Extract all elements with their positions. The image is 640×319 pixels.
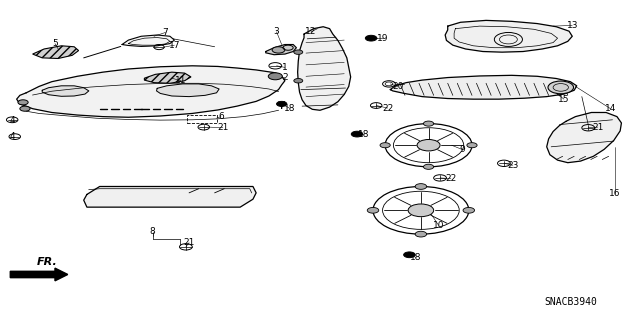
Text: 8: 8	[150, 227, 156, 236]
Polygon shape	[445, 20, 572, 52]
Polygon shape	[145, 72, 191, 83]
Text: 19: 19	[377, 34, 388, 43]
Text: 3: 3	[274, 27, 280, 36]
Circle shape	[463, 207, 474, 213]
Text: 7: 7	[163, 28, 168, 37]
Text: 20: 20	[392, 82, 404, 91]
Text: 23: 23	[507, 161, 518, 170]
Text: 12: 12	[305, 27, 317, 36]
Text: SNACB3940: SNACB3940	[544, 297, 596, 308]
Text: 16: 16	[609, 189, 621, 198]
Text: 11: 11	[175, 76, 186, 85]
Circle shape	[272, 47, 285, 53]
Text: FR.: FR.	[36, 257, 57, 267]
Text: 9: 9	[459, 145, 465, 154]
Circle shape	[424, 164, 434, 169]
Circle shape	[276, 101, 287, 107]
Polygon shape	[17, 66, 285, 117]
Text: 22: 22	[445, 174, 456, 183]
Circle shape	[424, 121, 434, 126]
Circle shape	[467, 143, 477, 148]
Polygon shape	[266, 45, 296, 55]
Text: 5: 5	[52, 39, 58, 48]
Text: 15: 15	[558, 95, 570, 104]
Circle shape	[294, 50, 303, 54]
Text: 18: 18	[410, 253, 422, 262]
Text: 4: 4	[10, 116, 15, 125]
Text: 10: 10	[433, 221, 445, 230]
Circle shape	[404, 252, 415, 258]
Circle shape	[367, 207, 379, 213]
Text: 22: 22	[382, 104, 394, 113]
Polygon shape	[547, 113, 621, 163]
Text: 13: 13	[566, 21, 578, 30]
Circle shape	[365, 35, 377, 41]
Circle shape	[294, 78, 303, 83]
Circle shape	[548, 81, 573, 94]
Text: 6: 6	[218, 112, 224, 121]
Text: 14: 14	[605, 104, 616, 113]
Text: 4: 4	[10, 132, 15, 141]
Text: 21: 21	[217, 123, 228, 132]
Text: 21: 21	[184, 238, 195, 247]
Text: 1: 1	[282, 63, 288, 72]
Polygon shape	[42, 86, 89, 96]
Circle shape	[408, 204, 434, 217]
Circle shape	[417, 139, 440, 151]
Text: 2: 2	[282, 73, 288, 82]
Circle shape	[18, 100, 28, 105]
Text: 18: 18	[358, 130, 369, 139]
Text: 21: 21	[592, 122, 604, 132]
Circle shape	[268, 73, 282, 80]
Polygon shape	[390, 75, 577, 99]
Text: 18: 18	[284, 104, 295, 113]
Polygon shape	[157, 84, 219, 97]
Circle shape	[351, 131, 363, 137]
Polygon shape	[298, 27, 351, 110]
Polygon shape	[10, 268, 68, 281]
Circle shape	[415, 184, 427, 189]
Circle shape	[380, 143, 390, 148]
Text: 17: 17	[169, 41, 180, 50]
Circle shape	[20, 106, 30, 111]
Polygon shape	[33, 46, 79, 58]
Polygon shape	[84, 187, 256, 207]
Circle shape	[415, 231, 427, 237]
Polygon shape	[122, 35, 174, 47]
